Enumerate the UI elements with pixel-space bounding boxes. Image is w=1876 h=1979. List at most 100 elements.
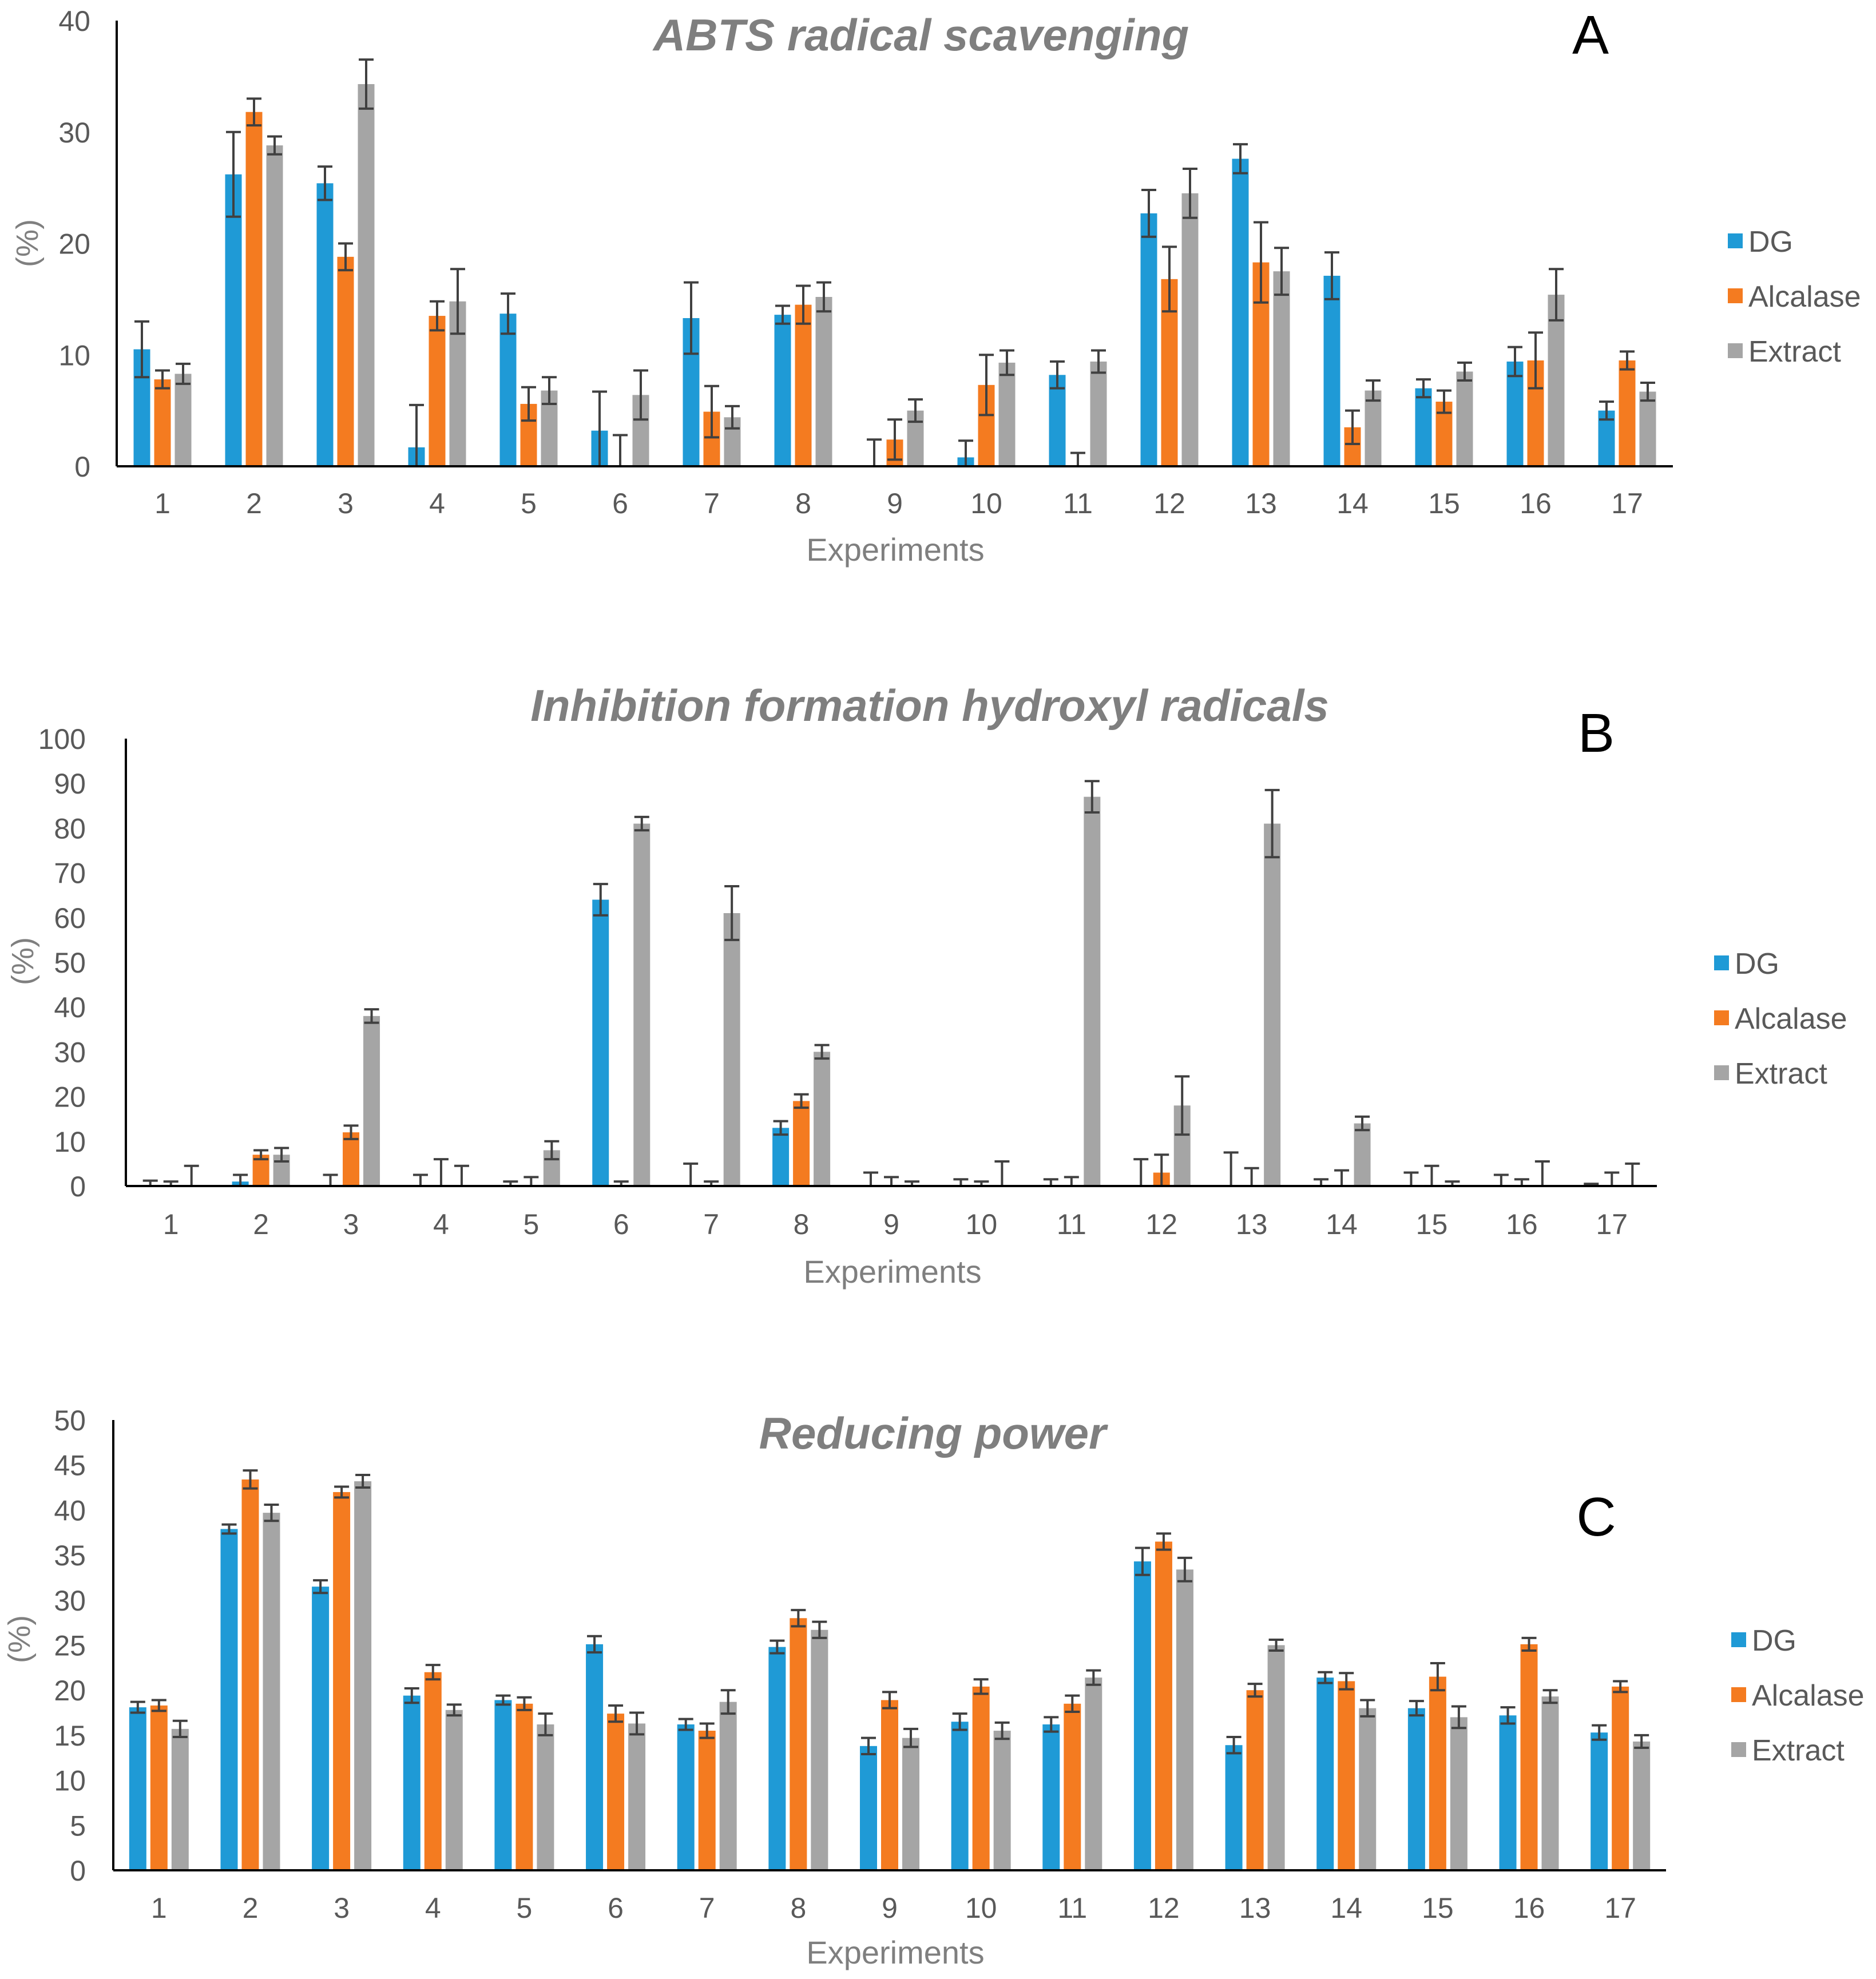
panel-b-x-tick-label: 10 bbox=[966, 1208, 998, 1240]
bar-a-dg-5 bbox=[499, 314, 517, 466]
error-bar-c-alcalase-12 bbox=[1156, 1532, 1171, 1551]
bar-a-alcalase-17 bbox=[1619, 360, 1636, 466]
panel-a-title: ABTS radical scavenging bbox=[652, 10, 1189, 60]
error-bar-a-alcalase-15 bbox=[1437, 389, 1451, 414]
panel-a-x-tick-label: 7 bbox=[704, 487, 720, 519]
panel-c-x-tick-label: 1 bbox=[151, 1892, 167, 1924]
panel-c-y-tick-label: 20 bbox=[54, 1675, 86, 1707]
error-bar-a-alcalase-2 bbox=[247, 97, 261, 127]
legend-a-swatch-alcalase bbox=[1728, 288, 1743, 303]
panel-c-x-axis-label: Experiments bbox=[806, 1934, 984, 1970]
panel-a-y-tick-label: 20 bbox=[58, 228, 90, 260]
panel-c-letter: C bbox=[1576, 1486, 1616, 1548]
bar-c-dg-17 bbox=[1591, 1732, 1608, 1870]
error-bar-c-dg-15 bbox=[1409, 1700, 1424, 1717]
error-bar-c-alcalase-7 bbox=[699, 1722, 715, 1739]
error-bar-a-extract-16 bbox=[1549, 268, 1564, 322]
panel-b-x-axis-label: Experiments bbox=[803, 1254, 981, 1290]
bar-c-alcalase-14 bbox=[1338, 1681, 1355, 1870]
bar-a-extract-12 bbox=[1181, 193, 1199, 466]
error-bar-a-alcalase-13 bbox=[1254, 221, 1268, 304]
panel-c-x-tick-label: 10 bbox=[965, 1892, 997, 1924]
error-bar-b-dg-7 bbox=[683, 1162, 699, 1186]
panel-c-x-tick-label: 4 bbox=[425, 1892, 441, 1924]
panel-b-y-tick-label: 10 bbox=[54, 1126, 86, 1158]
bar-a-extract-15 bbox=[1456, 371, 1473, 466]
panel-a-x-tick-label: 13 bbox=[1245, 487, 1277, 519]
panel-a-x-tick-label: 15 bbox=[1428, 487, 1460, 519]
panel-b-y-tick-label: 20 bbox=[54, 1081, 86, 1113]
error-bar-c-alcalase-9 bbox=[882, 1691, 897, 1710]
error-bar-c-alcalase-3 bbox=[334, 1485, 350, 1499]
bar-a-extract-13 bbox=[1273, 271, 1290, 466]
panel-c: Reducing power C (%) Experiments 0510152… bbox=[2, 1405, 1865, 1970]
panel-b-y-tick-label: 100 bbox=[38, 723, 86, 755]
bar-a-dg-16 bbox=[1506, 361, 1524, 466]
panel-a-x-tick-label: 6 bbox=[612, 487, 628, 519]
panel-c-y-tick-label: 5 bbox=[70, 1810, 86, 1842]
panel-c-x-tick-label: 9 bbox=[882, 1892, 898, 1924]
legend-c-label-dg: DG bbox=[1752, 1624, 1796, 1657]
bar-c-dg-2 bbox=[220, 1529, 238, 1870]
error-bar-a-dg-7 bbox=[684, 281, 699, 355]
legend-b-label-extract: Extract bbox=[1735, 1057, 1827, 1090]
error-bar-b-extract-16 bbox=[1534, 1160, 1550, 1186]
error-bar-a-extract-7 bbox=[725, 404, 740, 430]
error-bar-b-extract-13 bbox=[1264, 788, 1280, 859]
error-bar-b-dg-9 bbox=[863, 1171, 878, 1186]
error-bar-b-extract-5 bbox=[544, 1140, 560, 1161]
bar-b-alcalase-8 bbox=[793, 1101, 810, 1186]
bar-a-dg-3 bbox=[316, 183, 334, 466]
error-bar-c-dg-1 bbox=[130, 1700, 145, 1714]
panel-a-y-tick-label: 40 bbox=[58, 5, 90, 37]
error-bar-c-extract-3 bbox=[355, 1474, 371, 1489]
bar-c-extract-4 bbox=[445, 1710, 463, 1870]
panel-b-x-tick-label: 13 bbox=[1236, 1208, 1268, 1240]
error-bar-b-alcalase-17 bbox=[1604, 1171, 1620, 1186]
error-bar-c-alcalase-4 bbox=[425, 1664, 441, 1681]
error-bar-a-dg-13 bbox=[1233, 143, 1248, 174]
panel-a-y-tick-label: 10 bbox=[58, 339, 90, 371]
legend-a-swatch-extract bbox=[1728, 343, 1743, 358]
bar-c-alcalase-3 bbox=[333, 1492, 351, 1870]
error-bar-c-extract-7 bbox=[720, 1689, 736, 1715]
error-bar-b-alcalase-4 bbox=[433, 1158, 449, 1186]
error-bar-a-dg-2 bbox=[226, 130, 241, 218]
bar-a-alcalase-8 bbox=[795, 304, 812, 466]
error-bar-b-alcalase-5 bbox=[523, 1176, 539, 1186]
error-bar-a-dg-11 bbox=[1050, 360, 1065, 390]
error-bar-c-dg-8 bbox=[770, 1639, 785, 1655]
bar-c-alcalase-16 bbox=[1520, 1644, 1538, 1870]
panel-b-y-tick-label: 60 bbox=[54, 902, 86, 934]
error-bar-c-alcalase-1 bbox=[151, 1699, 166, 1712]
bar-a-extract-2 bbox=[266, 145, 283, 466]
bar-c-extract-13 bbox=[1267, 1645, 1285, 1870]
error-bar-b-extract-1 bbox=[184, 1164, 199, 1186]
error-bar-b-alcalase-14 bbox=[1334, 1169, 1350, 1186]
legend-b-swatch-extract bbox=[1714, 1065, 1729, 1080]
error-bar-a-extract-12 bbox=[1183, 168, 1197, 219]
legend-a-label-extract: Extract bbox=[1748, 335, 1841, 368]
error-bar-c-alcalase-13 bbox=[1247, 1683, 1263, 1698]
error-bar-a-alcalase-4 bbox=[430, 300, 445, 332]
error-bar-c-extract-14 bbox=[1360, 1699, 1375, 1718]
error-bar-b-dg-13 bbox=[1223, 1151, 1239, 1186]
bar-b-extract-7 bbox=[723, 913, 740, 1186]
legend-c-label-alcalase: Alcalase bbox=[1752, 1679, 1865, 1712]
error-bar-a-extract-2 bbox=[267, 135, 282, 156]
error-bar-b-extract-4 bbox=[454, 1164, 469, 1186]
error-bar-b-alcalase-11 bbox=[1064, 1176, 1079, 1186]
panel-c-y-tick-label: 15 bbox=[54, 1720, 86, 1752]
bar-b-extract-3 bbox=[363, 1016, 380, 1186]
panel-c-y-tick-label: 50 bbox=[54, 1405, 86, 1437]
error-bar-c-alcalase-2 bbox=[243, 1469, 258, 1490]
panel-b-x-tick-label: 2 bbox=[253, 1208, 269, 1240]
bar-c-alcalase-2 bbox=[241, 1479, 259, 1870]
legend-a-label-alcalase: Alcalase bbox=[1748, 280, 1861, 314]
panel-b-x-tick-label: 7 bbox=[703, 1208, 719, 1240]
error-bar-a-dg-8 bbox=[775, 304, 790, 325]
panel-c-x-tick-label: 8 bbox=[790, 1892, 806, 1924]
panel-b-x-tick-label: 14 bbox=[1326, 1208, 1358, 1240]
